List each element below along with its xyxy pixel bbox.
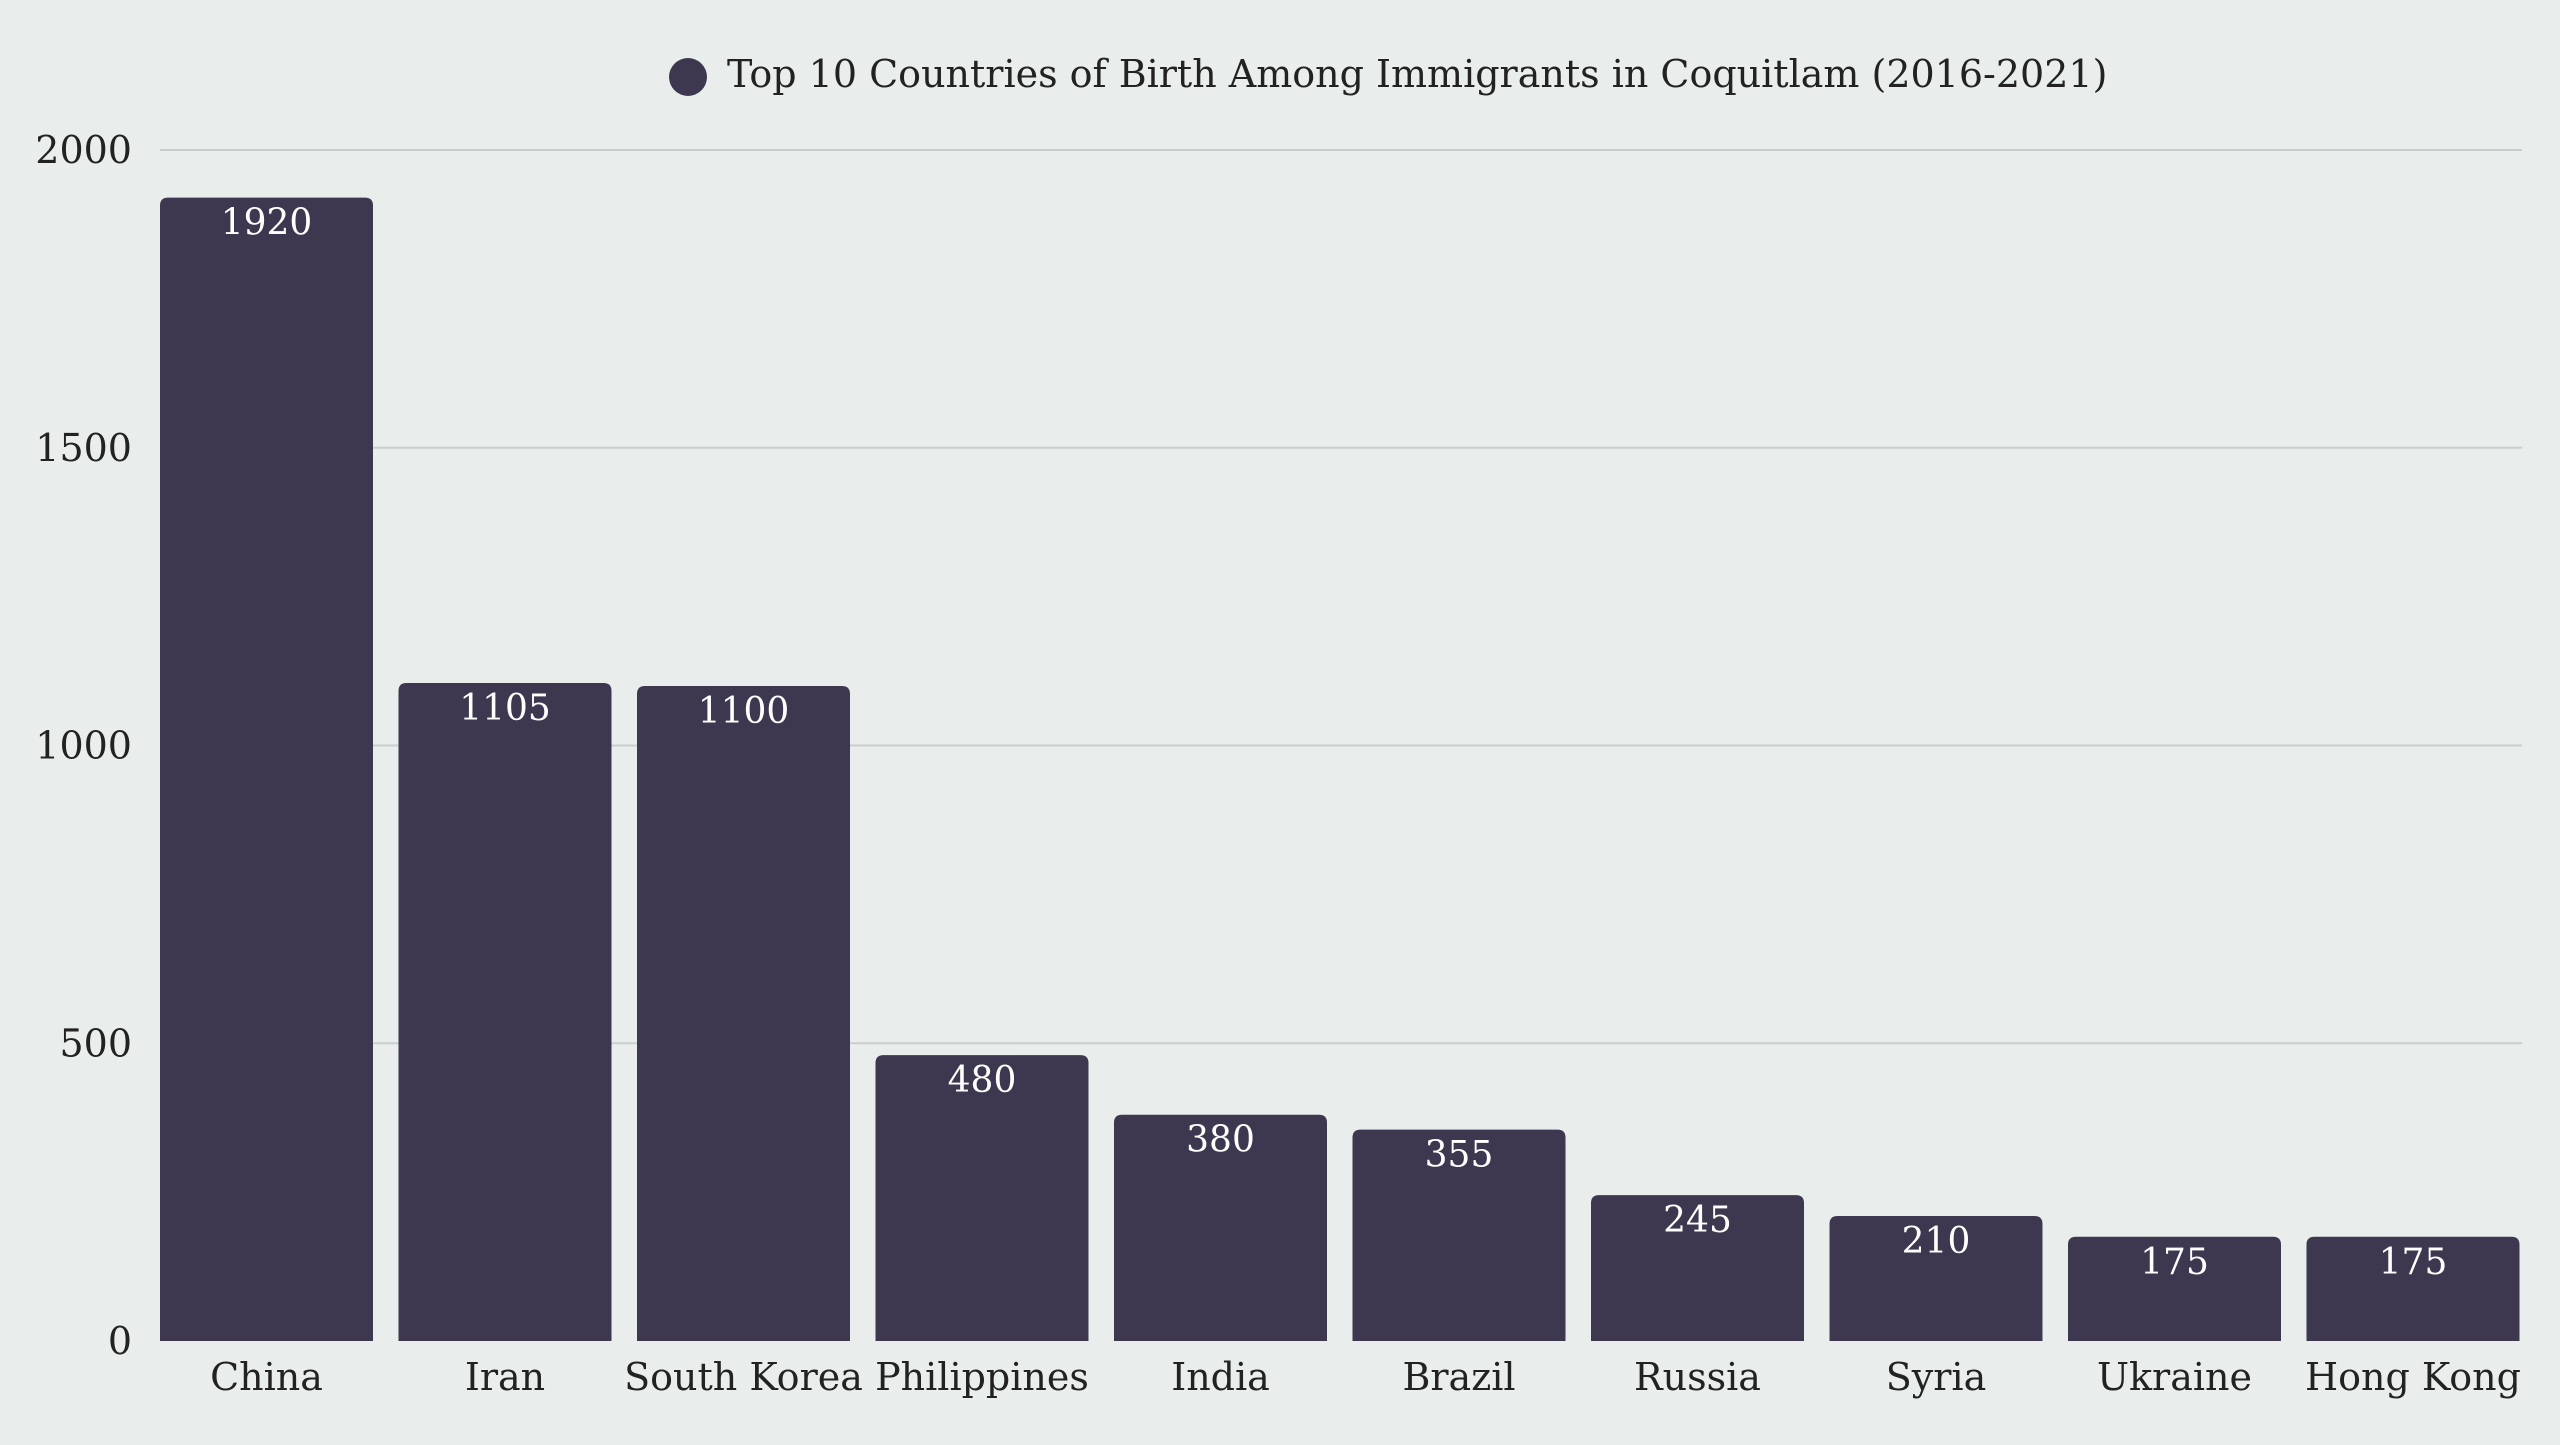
bar-syria bbox=[1829, 1215, 2043, 1341]
x-axis: China Iran South Korea Philippines India Braz… bbox=[210, 1355, 2521, 1399]
bar-ukraine bbox=[2068, 1236, 2281, 1341]
legend-label: Top 10 Countries of Birth Among Immigran… bbox=[727, 52, 2107, 96]
x-tick-label: India bbox=[1171, 1355, 1270, 1399]
data-label: 175 bbox=[2140, 1242, 2209, 1283]
y-tick-label: 1000 bbox=[35, 724, 132, 768]
data-label: 1105 bbox=[459, 688, 551, 729]
data-label: 245 bbox=[1663, 1200, 1732, 1241]
y-tick-label: 0 bbox=[108, 1319, 132, 1363]
data-label: 210 bbox=[1902, 1221, 1971, 1262]
bar-brazil bbox=[1352, 1129, 1566, 1341]
bar-hong-kong bbox=[2306, 1236, 2520, 1341]
x-tick-label: Brazil bbox=[1402, 1355, 1515, 1399]
x-tick-label: South Korea bbox=[624, 1355, 863, 1399]
bar-iran bbox=[398, 682, 612, 1341]
bar-south-korea bbox=[637, 685, 850, 1341]
data-label: 1920 bbox=[221, 203, 313, 244]
data-label: 380 bbox=[1186, 1120, 1255, 1161]
x-tick-label: Iran bbox=[465, 1355, 545, 1399]
x-tick-label: Philippines bbox=[875, 1355, 1089, 1399]
x-tick-label: Ukraine bbox=[2097, 1355, 2252, 1399]
y-tick-label: 1500 bbox=[35, 426, 132, 470]
bar-china bbox=[160, 197, 373, 1341]
legend: Top 10 Countries of Birth Among Immigran… bbox=[669, 52, 2107, 96]
data-label: 355 bbox=[1425, 1135, 1494, 1176]
x-tick-label: Hong Kong bbox=[2305, 1355, 2521, 1399]
y-tick-label: 500 bbox=[59, 1021, 132, 1065]
legend-swatch bbox=[669, 58, 707, 96]
y-axis: 0 500 1000 1500 2000 bbox=[35, 128, 132, 1363]
x-tick-label: China bbox=[210, 1355, 323, 1399]
x-tick-label: Syria bbox=[1886, 1355, 1986, 1399]
data-label: 1100 bbox=[698, 691, 790, 732]
y-tick-label: 2000 bbox=[35, 128, 132, 172]
bars: 1920 1105 1100 480 380 355 245 210 175 175 bbox=[160, 197, 2520, 1341]
data-label: 480 bbox=[948, 1060, 1017, 1101]
bar-russia bbox=[1591, 1195, 1804, 1341]
bar-india bbox=[1114, 1114, 1327, 1341]
x-tick-label: Russia bbox=[1634, 1355, 1761, 1399]
bar-philippines bbox=[875, 1055, 1089, 1341]
data-label: 175 bbox=[2379, 1242, 2448, 1283]
